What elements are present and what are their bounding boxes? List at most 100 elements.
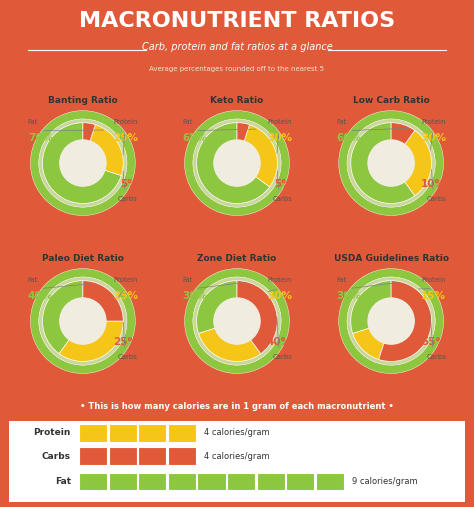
Circle shape bbox=[214, 298, 260, 344]
Text: Protein: Protein bbox=[113, 119, 138, 125]
Text: 60%: 60% bbox=[336, 133, 361, 142]
Circle shape bbox=[60, 140, 106, 186]
Wedge shape bbox=[83, 123, 95, 163]
Wedge shape bbox=[197, 123, 270, 203]
Text: MACRONUTRIENT RATIOS: MACRONUTRIENT RATIOS bbox=[79, 11, 395, 31]
Wedge shape bbox=[199, 321, 261, 361]
Circle shape bbox=[60, 298, 106, 344]
Text: Carbs: Carbs bbox=[118, 196, 138, 202]
Wedge shape bbox=[197, 281, 237, 334]
Text: • This is how many calories are in 1 gram of each macronutrient •: • This is how many calories are in 1 gra… bbox=[80, 402, 394, 411]
Text: 5%: 5% bbox=[120, 179, 138, 189]
Wedge shape bbox=[379, 281, 431, 361]
Text: 30%: 30% bbox=[182, 291, 207, 301]
FancyBboxPatch shape bbox=[168, 447, 196, 465]
Text: 55%: 55% bbox=[421, 337, 446, 347]
FancyBboxPatch shape bbox=[79, 424, 107, 442]
Text: 30%: 30% bbox=[421, 133, 446, 142]
FancyBboxPatch shape bbox=[286, 473, 314, 490]
Wedge shape bbox=[237, 123, 249, 163]
FancyBboxPatch shape bbox=[109, 473, 137, 490]
Wedge shape bbox=[39, 277, 127, 365]
Wedge shape bbox=[391, 130, 431, 196]
Text: Carbs: Carbs bbox=[272, 196, 292, 202]
FancyBboxPatch shape bbox=[109, 447, 137, 465]
Text: Fat: Fat bbox=[182, 277, 192, 283]
Circle shape bbox=[214, 140, 260, 186]
Text: 4 calories/gram: 4 calories/gram bbox=[204, 428, 269, 438]
Text: Carbs: Carbs bbox=[272, 353, 292, 359]
Wedge shape bbox=[43, 281, 83, 354]
Text: Average percentages rounded off to the nearest 5: Average percentages rounded off to the n… bbox=[149, 66, 325, 72]
Title: Banting Ratio: Banting Ratio bbox=[48, 96, 118, 104]
Text: 30%: 30% bbox=[267, 133, 292, 142]
FancyBboxPatch shape bbox=[138, 473, 166, 490]
Wedge shape bbox=[193, 119, 281, 207]
FancyBboxPatch shape bbox=[168, 424, 196, 442]
Text: Fat: Fat bbox=[28, 277, 38, 283]
Text: Protein: Protein bbox=[113, 277, 138, 283]
Wedge shape bbox=[347, 277, 435, 365]
Text: 15%: 15% bbox=[421, 291, 446, 301]
Text: 30%: 30% bbox=[267, 291, 292, 301]
Wedge shape bbox=[351, 281, 391, 334]
FancyBboxPatch shape bbox=[138, 424, 166, 442]
Text: Carbs: Carbs bbox=[426, 196, 446, 202]
Text: 30%: 30% bbox=[336, 291, 361, 301]
Text: 40%: 40% bbox=[28, 291, 53, 301]
FancyBboxPatch shape bbox=[79, 473, 107, 490]
Wedge shape bbox=[391, 123, 415, 163]
Text: 35%: 35% bbox=[113, 291, 138, 301]
FancyBboxPatch shape bbox=[256, 473, 285, 490]
Wedge shape bbox=[59, 321, 123, 361]
Text: 25%: 25% bbox=[113, 133, 138, 142]
FancyBboxPatch shape bbox=[316, 473, 344, 490]
Wedge shape bbox=[39, 119, 127, 207]
Text: 9 calories/gram: 9 calories/gram bbox=[352, 477, 417, 486]
Wedge shape bbox=[83, 281, 123, 321]
Text: Protein: Protein bbox=[267, 277, 292, 283]
Wedge shape bbox=[351, 123, 415, 203]
FancyBboxPatch shape bbox=[227, 473, 255, 490]
Title: Keto Ratio: Keto Ratio bbox=[210, 96, 264, 104]
Text: Carbs: Carbs bbox=[118, 353, 138, 359]
Circle shape bbox=[368, 298, 414, 344]
FancyBboxPatch shape bbox=[109, 424, 137, 442]
Text: Protein: Protein bbox=[422, 277, 446, 283]
Text: 10%: 10% bbox=[421, 179, 446, 189]
Wedge shape bbox=[184, 111, 290, 215]
Text: 70%: 70% bbox=[28, 133, 53, 142]
Title: USDA Guidelines Ratio: USDA Guidelines Ratio bbox=[334, 254, 448, 263]
Wedge shape bbox=[30, 269, 135, 374]
Title: Paleo Diet Ratio: Paleo Diet Ratio bbox=[42, 254, 124, 263]
Text: 40%: 40% bbox=[267, 337, 292, 347]
Wedge shape bbox=[339, 111, 444, 215]
Text: 4 calories/gram: 4 calories/gram bbox=[204, 452, 269, 461]
Text: Protein: Protein bbox=[267, 119, 292, 125]
Text: 65%: 65% bbox=[182, 133, 207, 142]
Text: Fat: Fat bbox=[55, 477, 71, 486]
Text: Protein: Protein bbox=[422, 119, 446, 125]
Wedge shape bbox=[237, 281, 277, 354]
FancyBboxPatch shape bbox=[197, 473, 226, 490]
Wedge shape bbox=[193, 277, 281, 365]
Title: Low Carb Ratio: Low Carb Ratio bbox=[353, 96, 429, 104]
FancyBboxPatch shape bbox=[138, 447, 166, 465]
Text: Carbs: Carbs bbox=[42, 452, 71, 461]
FancyBboxPatch shape bbox=[79, 447, 107, 465]
Wedge shape bbox=[184, 269, 290, 374]
FancyBboxPatch shape bbox=[168, 473, 196, 490]
Text: Carbs: Carbs bbox=[426, 353, 446, 359]
Wedge shape bbox=[30, 111, 135, 215]
Wedge shape bbox=[83, 125, 123, 175]
Wedge shape bbox=[347, 119, 435, 207]
Wedge shape bbox=[43, 123, 121, 203]
Wedge shape bbox=[353, 321, 391, 359]
Text: Fat: Fat bbox=[182, 119, 192, 125]
Text: Protein: Protein bbox=[34, 428, 71, 438]
Text: Fat: Fat bbox=[336, 119, 346, 125]
Text: 25%: 25% bbox=[113, 337, 138, 347]
Title: Zone Diet Ratio: Zone Diet Ratio bbox=[197, 254, 277, 263]
Wedge shape bbox=[339, 269, 444, 374]
Text: Carb, protein and fat ratios at a glance: Carb, protein and fat ratios at a glance bbox=[142, 42, 332, 52]
